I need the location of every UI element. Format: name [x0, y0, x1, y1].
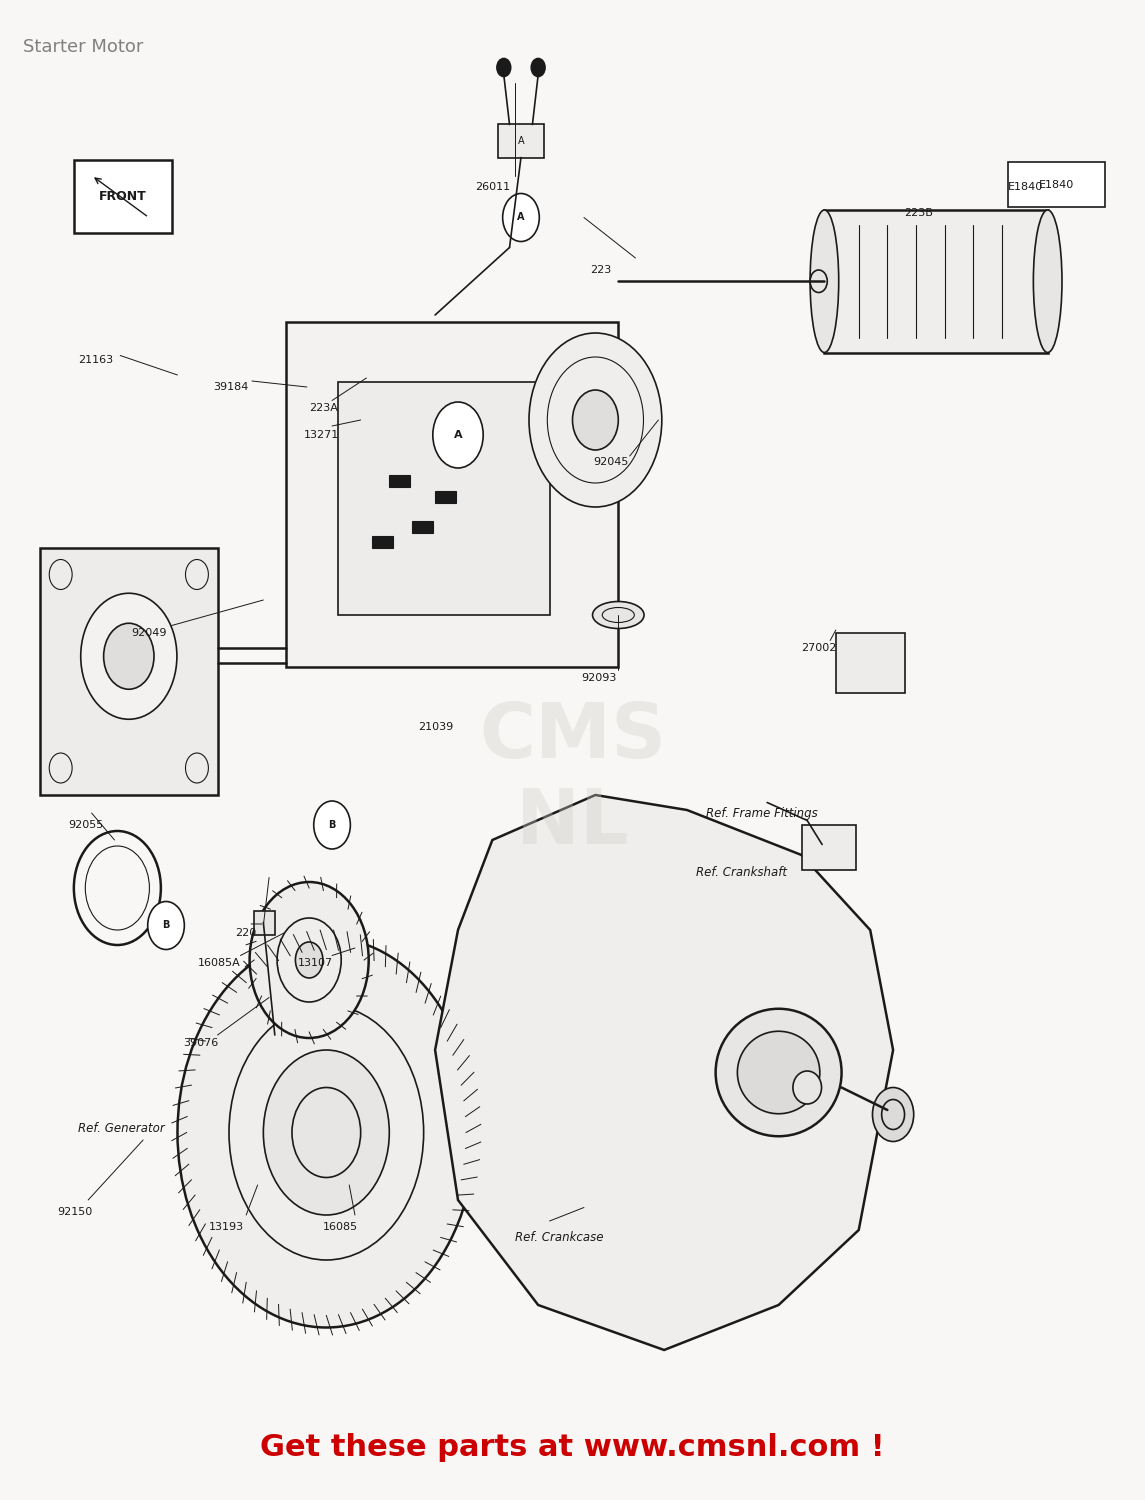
Text: 13107: 13107 — [298, 958, 333, 968]
Circle shape — [872, 1088, 914, 1142]
Text: A: A — [518, 136, 524, 146]
Bar — [40, 548, 218, 795]
Text: 92093: 92093 — [582, 674, 617, 682]
Text: E1840: E1840 — [1008, 183, 1043, 192]
Text: 16085: 16085 — [323, 1222, 358, 1232]
Circle shape — [80, 594, 176, 720]
Text: 92055: 92055 — [69, 821, 104, 830]
Text: Ref. Crankcase: Ref. Crankcase — [515, 1232, 603, 1244]
Text: E1840: E1840 — [1039, 180, 1074, 189]
Ellipse shape — [793, 1071, 822, 1104]
Text: 13271: 13271 — [303, 430, 339, 439]
Text: 16085A: 16085A — [198, 958, 240, 968]
Circle shape — [314, 801, 350, 849]
Ellipse shape — [593, 602, 645, 628]
Text: 21039: 21039 — [418, 723, 453, 732]
Text: 39184: 39184 — [213, 382, 248, 392]
Text: Starter Motor: Starter Motor — [23, 38, 143, 56]
Text: 26011: 26011 — [475, 183, 511, 192]
Bar — [372, 536, 393, 548]
Text: CMS
NL: CMS NL — [479, 700, 666, 859]
Ellipse shape — [811, 210, 838, 352]
Bar — [824, 210, 1048, 352]
Text: Get these parts at www.cmsnl.com !: Get these parts at www.cmsnl.com ! — [260, 1434, 885, 1462]
Circle shape — [503, 194, 539, 242]
Bar — [802, 825, 856, 870]
Circle shape — [295, 942, 323, 978]
Ellipse shape — [811, 270, 827, 292]
Ellipse shape — [1033, 210, 1063, 352]
Circle shape — [250, 882, 369, 1038]
Text: 223A: 223A — [309, 404, 338, 412]
Circle shape — [531, 58, 545, 76]
Bar — [412, 520, 433, 532]
Bar — [836, 633, 905, 693]
Text: 92150: 92150 — [57, 1208, 93, 1216]
Circle shape — [177, 938, 475, 1328]
Text: FRONT: FRONT — [100, 190, 147, 202]
Text: 13193: 13193 — [208, 1222, 244, 1232]
Text: 220: 220 — [235, 928, 256, 938]
Ellipse shape — [716, 1010, 842, 1137]
Circle shape — [103, 624, 153, 690]
Circle shape — [148, 902, 184, 950]
Bar — [498, 124, 544, 158]
Ellipse shape — [737, 1032, 820, 1113]
Bar — [1008, 162, 1105, 207]
Circle shape — [529, 333, 662, 507]
Circle shape — [572, 390, 618, 450]
Circle shape — [497, 58, 511, 76]
Text: Ref. Generator: Ref. Generator — [78, 1122, 165, 1134]
Bar — [435, 490, 456, 502]
Text: 27002: 27002 — [802, 644, 837, 652]
Text: B: B — [163, 921, 169, 930]
Bar — [254, 910, 275, 934]
Text: A: A — [518, 213, 524, 222]
Text: 39076: 39076 — [183, 1038, 219, 1047]
Text: Ref. Crankshaft: Ref. Crankshaft — [696, 867, 787, 879]
Bar — [74, 160, 172, 232]
Bar — [338, 382, 550, 615]
Text: 21163: 21163 — [78, 356, 113, 364]
Bar — [286, 322, 618, 668]
Circle shape — [263, 1050, 389, 1215]
Text: B: B — [329, 821, 335, 830]
Text: 92049: 92049 — [132, 628, 167, 638]
Text: 223: 223 — [590, 266, 611, 274]
Circle shape — [433, 402, 483, 468]
Text: 92045: 92045 — [593, 458, 629, 466]
Text: Ref. Frame Fittings: Ref. Frame Fittings — [706, 807, 819, 819]
Text: A: A — [453, 430, 463, 439]
Text: 223B: 223B — [905, 209, 933, 218]
Bar — [389, 476, 410, 488]
Polygon shape — [435, 795, 893, 1350]
